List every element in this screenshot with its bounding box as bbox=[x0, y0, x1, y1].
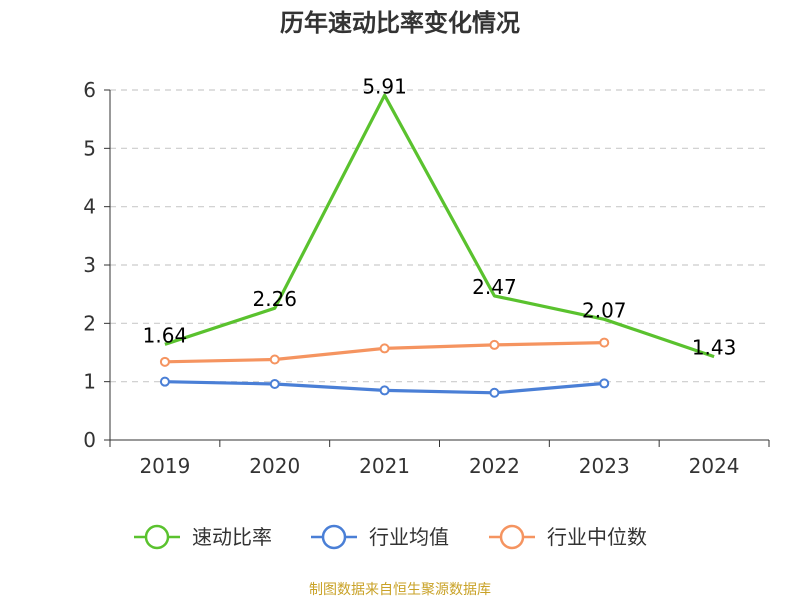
legend-label: 行业均值 bbox=[369, 525, 449, 549]
legend-label: 速动比率 bbox=[192, 525, 272, 549]
legend-marker-icon bbox=[321, 524, 347, 550]
data-point[interactable] bbox=[379, 385, 390, 396]
legend-item-1[interactable]: 速动比率 bbox=[134, 524, 272, 550]
x-tick-label: 2024 bbox=[689, 454, 740, 478]
y-tick-label: 6 bbox=[83, 78, 96, 102]
data-point[interactable] bbox=[269, 354, 280, 365]
legend-item-3[interactable]: 行业中位数 bbox=[489, 524, 647, 550]
x-tick-label: 2019 bbox=[139, 454, 190, 478]
source-note: 制图数据来自恒生聚源数据库 bbox=[309, 582, 491, 598]
series-line-1 bbox=[164, 93, 715, 359]
data-point[interactable] bbox=[599, 378, 610, 389]
data-point[interactable] bbox=[599, 337, 610, 348]
data-label: 2.07 bbox=[582, 298, 627, 322]
legend-label: 行业中位数 bbox=[547, 525, 647, 549]
data-point[interactable] bbox=[159, 356, 170, 367]
legend[interactable]: 速动比率 行业均值 行业中位数 bbox=[134, 524, 647, 550]
grid-lines bbox=[110, 89, 769, 383]
data-point[interactable] bbox=[269, 379, 280, 389]
x-tick-label: 2022 bbox=[469, 454, 520, 478]
y-tick-label: 3 bbox=[83, 253, 96, 277]
data-point[interactable] bbox=[159, 376, 170, 387]
y-tick-label: 1 bbox=[83, 370, 96, 394]
x-tick-label: 2020 bbox=[249, 454, 300, 478]
y-tick-label: 2 bbox=[83, 311, 96, 335]
x-tick-label: 2021 bbox=[359, 454, 410, 478]
data-point[interactable] bbox=[489, 387, 500, 398]
x-tick-label: 2023 bbox=[579, 454, 630, 478]
data-label: 1.64 bbox=[143, 323, 188, 347]
y-tick-label: 5 bbox=[83, 136, 96, 160]
data-label: 1.43 bbox=[692, 336, 737, 360]
axes: 0 1 2 3 4 5 6 2019 2020 2021 2022 2023 2024 bbox=[83, 78, 770, 478]
data-point[interactable] bbox=[489, 339, 500, 350]
y-tick-label: 4 bbox=[83, 195, 96, 219]
chart-title: 历年速动比率变化情况 bbox=[280, 9, 520, 37]
data-label: 2.26 bbox=[252, 287, 297, 311]
series-group bbox=[159, 93, 715, 398]
data-label: 5.91 bbox=[362, 74, 407, 98]
data-point[interactable] bbox=[379, 343, 390, 354]
data-label: 2.47 bbox=[472, 275, 517, 299]
legend-item-2[interactable]: 行业均值 bbox=[311, 524, 449, 550]
y-tick-label: 0 bbox=[83, 428, 96, 452]
legend-marker-icon bbox=[499, 524, 525, 550]
data-labels: 1.64 2.26 5.91 2.47 2.07 1.43 bbox=[143, 74, 737, 359]
legend-marker-icon bbox=[144, 524, 170, 550]
